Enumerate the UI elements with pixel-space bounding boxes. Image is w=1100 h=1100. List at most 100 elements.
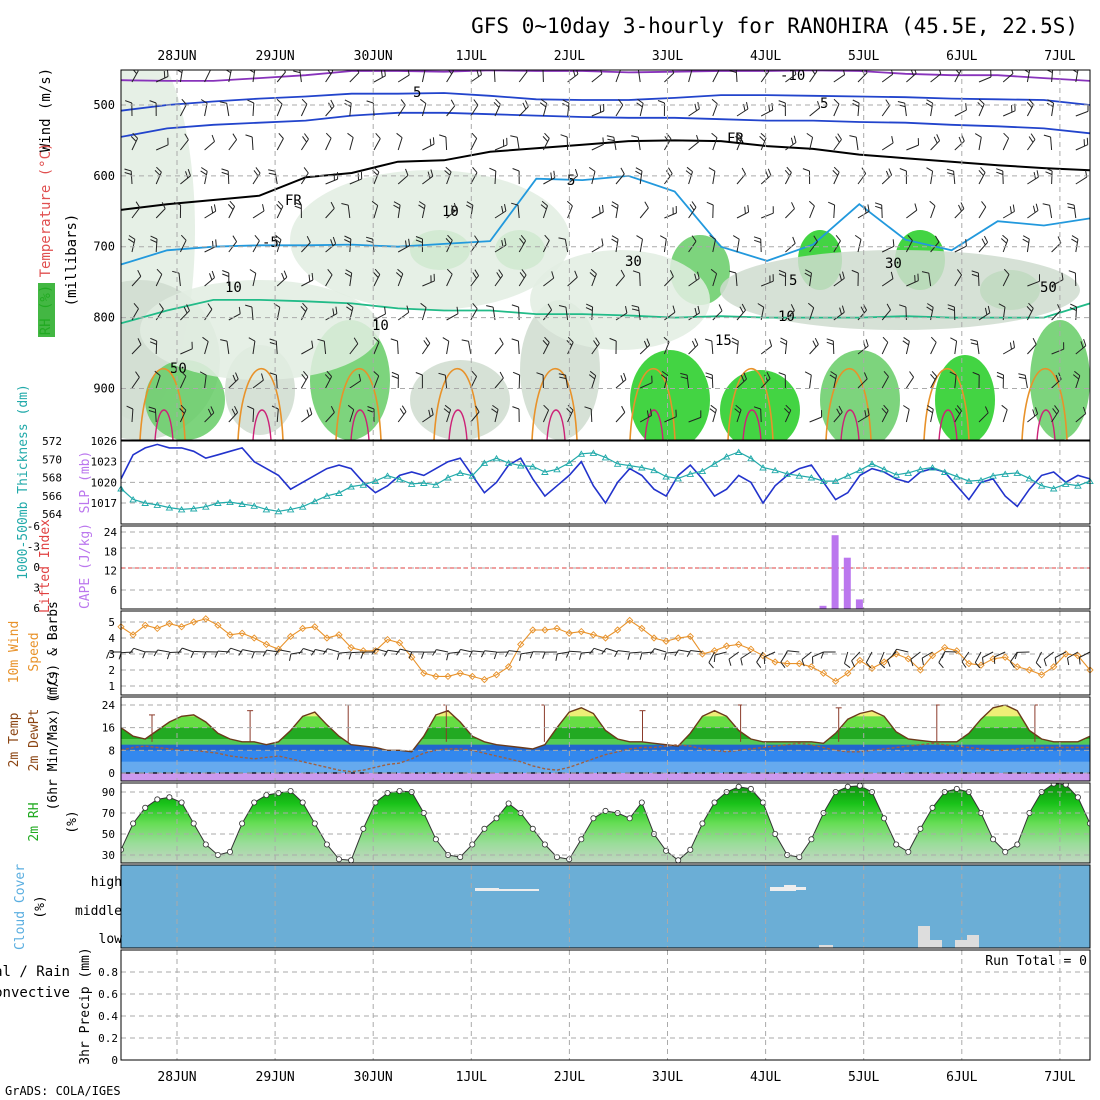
- wind-barb: [954, 274, 963, 287]
- wind-barb: [978, 312, 991, 321]
- wind-barb: [1014, 652, 1018, 660]
- contour-20: [742, 409, 762, 440]
- wind-barb: [252, 408, 255, 423]
- thickness-marker: [1049, 485, 1058, 492]
- wind-barb: [539, 102, 547, 108]
- wind-barb: [536, 372, 544, 376]
- wind-barb: [179, 70, 183, 83]
- y-tick-label: 0.6: [98, 988, 118, 1001]
- wind-barb: [397, 311, 409, 321]
- wind-barb: [954, 410, 962, 423]
- y-axis-label-rh2m: 2m RH: [27, 802, 42, 841]
- wind-barb: [421, 70, 426, 83]
- wind-barb: [177, 647, 183, 654]
- wind-barb: [544, 234, 550, 241]
- wind-barb: [344, 99, 352, 104]
- wind-barb: [1049, 205, 1053, 219]
- cape-bar: [819, 605, 827, 609]
- wind-barb: [204, 412, 215, 423]
- thickness-marker: [928, 464, 937, 471]
- wind-barb: [978, 76, 992, 83]
- wind-barb: [833, 98, 840, 105]
- wind-barb: [591, 73, 603, 83]
- wind-barb: [617, 650, 630, 653]
- wind-speed-marker: [807, 663, 816, 671]
- wind-barb: [155, 274, 163, 287]
- rh-marker: [432, 836, 439, 843]
- wind-barb: [996, 371, 1004, 376]
- wind-speed-marker: [153, 624, 161, 633]
- wind-barb: [833, 277, 845, 287]
- wind-barb: [591, 110, 604, 117]
- wind-barb: [613, 137, 617, 151]
- wind-speed-marker: [250, 634, 258, 642]
- cloud-high-bar: [770, 887, 784, 891]
- rh-marker: [917, 825, 924, 832]
- wind-barb: [1071, 235, 1079, 240]
- wind-barb: [210, 206, 214, 214]
- wind-barb: [330, 239, 334, 247]
- wind-barb: [763, 651, 776, 658]
- rh-marker: [166, 794, 173, 801]
- cape-bar: [855, 599, 863, 609]
- wind-barb: [479, 70, 482, 75]
- wind-barb: [494, 377, 504, 389]
- wind-barb: [132, 132, 138, 139]
- thickness-marker: [492, 454, 501, 462]
- wind-barb: [229, 200, 235, 207]
- wind-barb: [705, 375, 713, 379]
- wind-barb: [407, 70, 410, 76]
- wind-speed-marker: [529, 626, 537, 634]
- thickness-marker: [468, 472, 477, 479]
- wind-barb: [444, 170, 451, 176]
- wind-speed-marker: [589, 631, 598, 639]
- wind-barb: [1035, 662, 1042, 669]
- wind-barb: [446, 313, 459, 321]
- wind-barb: [639, 207, 649, 219]
- wind-barb: [1032, 409, 1036, 417]
- wind-barb: [620, 375, 624, 383]
- wind-barb: [501, 205, 504, 213]
- wind-barb: [395, 272, 402, 278]
- thickness-marker: [214, 499, 222, 506]
- contour-15: [237, 367, 284, 440]
- rh-marker: [735, 783, 742, 790]
- wind-barb: [981, 201, 987, 208]
- wind-barb: [124, 168, 132, 172]
- thickness-marker: [868, 460, 876, 467]
- wind-barb: [303, 167, 309, 174]
- wind-speed-marker: [735, 640, 743, 649]
- wind-barb: [158, 303, 164, 310]
- wind-barb: [666, 651, 679, 654]
- wind-barb: [557, 651, 570, 655]
- rh-marker: [893, 841, 900, 848]
- wind-barb: [696, 134, 700, 142]
- wind-barb: [615, 379, 627, 389]
- wind-barb: [470, 104, 479, 117]
- wind-barb: [330, 201, 335, 209]
- wind-barb: [978, 241, 988, 253]
- wind-barb: [741, 167, 746, 175]
- wind-barb: [493, 102, 500, 108]
- wind-barb: [453, 202, 458, 210]
- wind-barb: [471, 132, 478, 139]
- wind-barb: [155, 144, 169, 151]
- wind-barb: [519, 237, 525, 245]
- wind-barb: [179, 240, 187, 253]
- wind-barb: [881, 245, 895, 253]
- wind-speed-marker: [504, 663, 513, 671]
- wind-barb: [1032, 205, 1036, 213]
- wind-barb: [373, 341, 380, 355]
- wind-barb: [639, 415, 652, 423]
- wind-barb: [202, 336, 209, 342]
- wind-barb: [330, 99, 335, 107]
- wind-barb: [1073, 205, 1077, 219]
- wind-barb: [397, 175, 409, 185]
- wind-barb: [336, 652, 340, 660]
- wind-barb: [890, 70, 894, 75]
- wind-barb: [639, 652, 643, 660]
- thickness-marker: [189, 505, 198, 512]
- wind-barb: [664, 136, 670, 143]
- wind-barb: [1070, 303, 1077, 308]
- wind-barb: [1002, 347, 1015, 355]
